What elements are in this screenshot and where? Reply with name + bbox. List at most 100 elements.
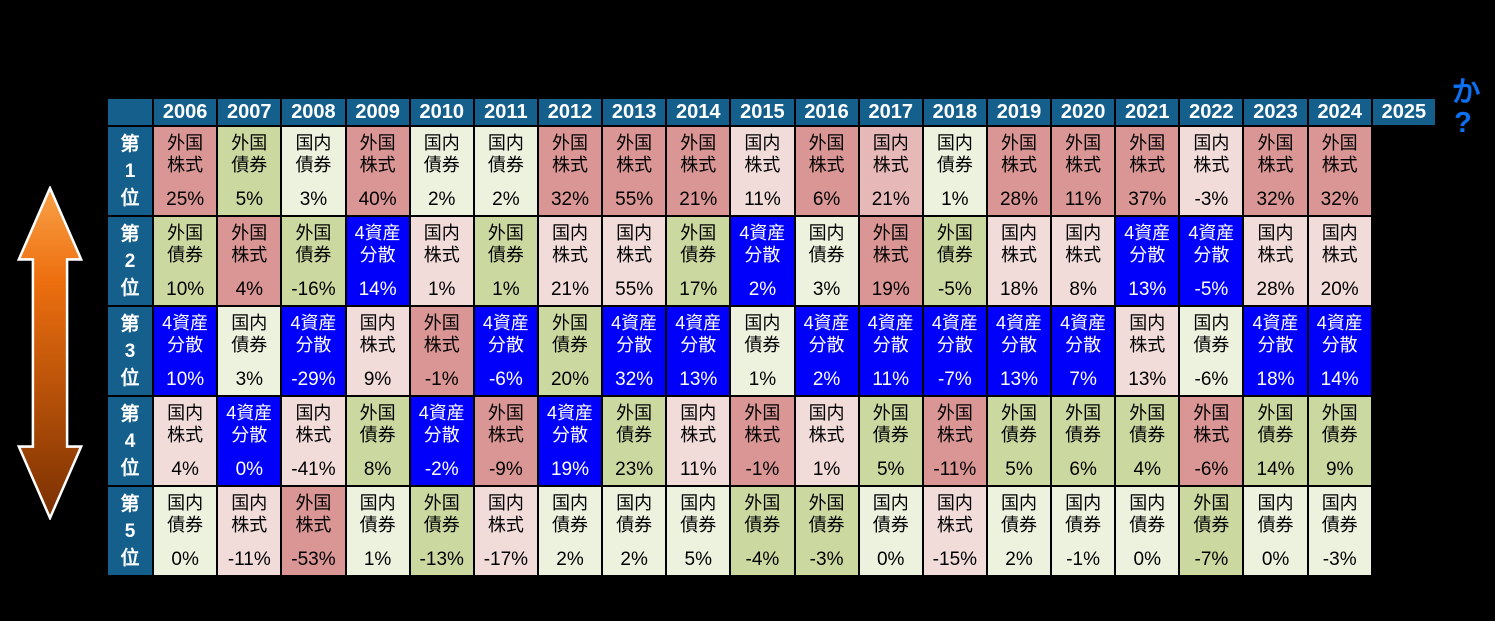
- return-value: 1%: [427, 279, 456, 300]
- asset-cell-2021-rank2: 4資産 分散 13%: [1114, 215, 1181, 307]
- return-value: -9%: [488, 459, 523, 480]
- asset-name: 国内 株式: [1257, 223, 1294, 265]
- return-value: 13%: [679, 369, 718, 390]
- asset-cell-2016-rank3: 4資産 分散 2%: [793, 305, 860, 397]
- return-value: -7%: [1194, 549, 1229, 570]
- asset-name: 国内 株式: [552, 223, 588, 265]
- asset-cell-2014-rank5: 国内 債券 5%: [665, 485, 732, 577]
- asset-cell-2016-rank5: 外国 債券 -3%: [793, 485, 860, 577]
- asset-cell-2006-rank3: 4資産 分散 10%: [152, 305, 219, 397]
- asset-cell-2012-rank1: 外国 株式 32%: [536, 125, 604, 217]
- return-value: 8%: [363, 459, 392, 480]
- asset-name: 国内 債券: [616, 493, 653, 535]
- asset-name: 4資産 分散: [226, 403, 273, 445]
- asset-name: 外国 株式: [808, 133, 845, 175]
- asset-name: 国内 債券: [1193, 313, 1230, 355]
- asset-name: 外国 債券: [1000, 403, 1037, 445]
- return-value: -1%: [424, 369, 459, 390]
- asset-name: 国内 債券: [231, 313, 268, 355]
- return-value: 13%: [1128, 279, 1167, 300]
- asset-name: 国内 株式: [1129, 313, 1166, 355]
- return-value: -6%: [488, 369, 523, 390]
- asset-cell-2023-rank1: 外国 株式 32%: [1242, 125, 1309, 217]
- asset-cell-2021-rank4: 外国 債券 4%: [1114, 395, 1181, 487]
- asset-cell-2016-rank1: 外国 株式 6%: [793, 125, 860, 217]
- asset-name: 国内 債券: [936, 133, 973, 175]
- asset-name: 国内 株式: [616, 223, 653, 265]
- return-value: 0%: [1133, 549, 1161, 570]
- asset-name: 外国 株式: [1065, 133, 1102, 175]
- asset-cell-2014-rank1: 外国 株式 21%: [665, 125, 732, 217]
- asset-name: 外国 債券: [680, 223, 717, 265]
- empty-cell-2025-rank1: [1370, 125, 1438, 217]
- asset-cell-2018-rank5: 国内 株式 -15%: [921, 485, 988, 577]
- return-value: 11%: [872, 369, 910, 390]
- asset-cell-2009-rank2: 4資産 分散 14%: [344, 215, 411, 307]
- asset-name: 外国 債券: [1129, 403, 1166, 445]
- asset-cell-2018-rank1: 国内 債券 1%: [921, 125, 988, 217]
- asset-name: 外国 株式: [552, 133, 588, 175]
- return-value: -13%: [419, 549, 464, 570]
- rank-row-2: 第 2 位外国 債券 10% 外国 株式 4% 外国 債券 -16% 4資産 分散 14% 国内 株式 1% 外国…: [105, 215, 1438, 307]
- asset-name: 国内 株式: [167, 403, 204, 445]
- asset-cell-2022-rank1: 国内 株式 -3%: [1178, 125, 1245, 217]
- return-value: -6%: [1194, 369, 1229, 390]
- asset-cell-2006-rank5: 国内 債券 0%: [152, 485, 219, 577]
- asset-cell-2007-rank5: 国内 株式 -11%: [216, 485, 283, 577]
- asset-name: 4資産 分散: [739, 223, 786, 265]
- return-value: 0%: [876, 549, 905, 570]
- asset-cell-2007-rank1: 外国 債券 5%: [216, 125, 283, 217]
- asset-name: 外国 株式: [295, 493, 332, 535]
- year-header-2007: 2007: [216, 97, 283, 127]
- asset-name: 外国 債券: [1257, 403, 1294, 445]
- asset-name: 外国 債券: [295, 223, 332, 265]
- return-value: -7%: [937, 369, 972, 390]
- asset-cell-2008-rank2: 外国 債券 -16%: [280, 215, 347, 307]
- return-value: -1%: [745, 459, 780, 480]
- asset-name: 4資産 分散: [867, 313, 914, 355]
- asset-name: 国内 債券: [680, 493, 717, 535]
- asset-cell-2011-rank5: 国内 株式 -17%: [472, 485, 539, 577]
- asset-name: 外国 株式: [231, 223, 268, 265]
- asset-name: 国内 株式: [680, 403, 717, 445]
- return-value: 2%: [620, 549, 648, 570]
- return-value: 2%: [427, 189, 456, 210]
- asset-name: 国内 債券: [552, 493, 588, 535]
- year-header-2021: 2021: [1114, 97, 1181, 127]
- asset-cell-2017-rank5: 国内 債券 0%: [857, 485, 924, 577]
- asset-cell-2019-rank3: 4資産 分散 13%: [985, 305, 1053, 397]
- asset-cell-2020-rank4: 外国 債券 6%: [1050, 395, 1117, 487]
- asset-name: 4資産 分散: [354, 223, 401, 265]
- asset-name: 4資産 分散: [611, 313, 658, 355]
- asset-name: 国内 債券: [744, 313, 781, 355]
- return-value: -1%: [1066, 549, 1101, 570]
- asset-cell-2022-rank3: 国内 債券 -6%: [1178, 305, 1245, 397]
- asset-cell-2008-rank4: 国内 株式 -41%: [280, 395, 347, 487]
- asset-cell-2012-rank2: 国内 株式 21%: [536, 215, 604, 307]
- asset-name: 国内 債券: [1065, 493, 1102, 535]
- return-value: 9%: [363, 369, 392, 390]
- asset-name: 国内 債券: [295, 133, 332, 175]
- return-value: 11%: [744, 189, 781, 210]
- asset-cell-2011-rank4: 外国 株式 -9%: [472, 395, 539, 487]
- asset-cell-2016-rank2: 国内 債券 3%: [793, 215, 860, 307]
- asset-name: 4資産 分散: [803, 313, 850, 355]
- asset-name: 国内 株式: [936, 493, 973, 535]
- asset-cell-2015-rank3: 国内 債券 1%: [729, 305, 796, 397]
- asset-cell-2013-rank2: 国内 株式 55%: [601, 215, 668, 307]
- asset-cell-2021-rank1: 外国 株式 37%: [1114, 125, 1181, 217]
- asset-name: 4資産 分散: [418, 403, 465, 445]
- return-value: -5%: [1194, 279, 1229, 300]
- asset-cell-2006-rank1: 外国 株式 25%: [152, 125, 219, 217]
- return-value: 13%: [1128, 369, 1167, 390]
- asset-name: 国内 債券: [359, 493, 396, 535]
- asset-cell-2022-rank4: 外国 株式 -6%: [1178, 395, 1245, 487]
- asset-name: 外国 株式: [359, 133, 396, 175]
- rank-row-1: 第 1 位外国 株式 25% 外国 債券 5% 国内 債券 3% 外国 株式 40% 国内 債券 2% 国内 債券 2…: [105, 125, 1438, 217]
- asset-name: 外国 株式: [744, 403, 781, 445]
- return-value: 4%: [235, 279, 264, 300]
- asset-cell-2010-rank2: 国内 株式 1%: [408, 215, 475, 307]
- asset-name: 4資産 分散: [675, 313, 722, 355]
